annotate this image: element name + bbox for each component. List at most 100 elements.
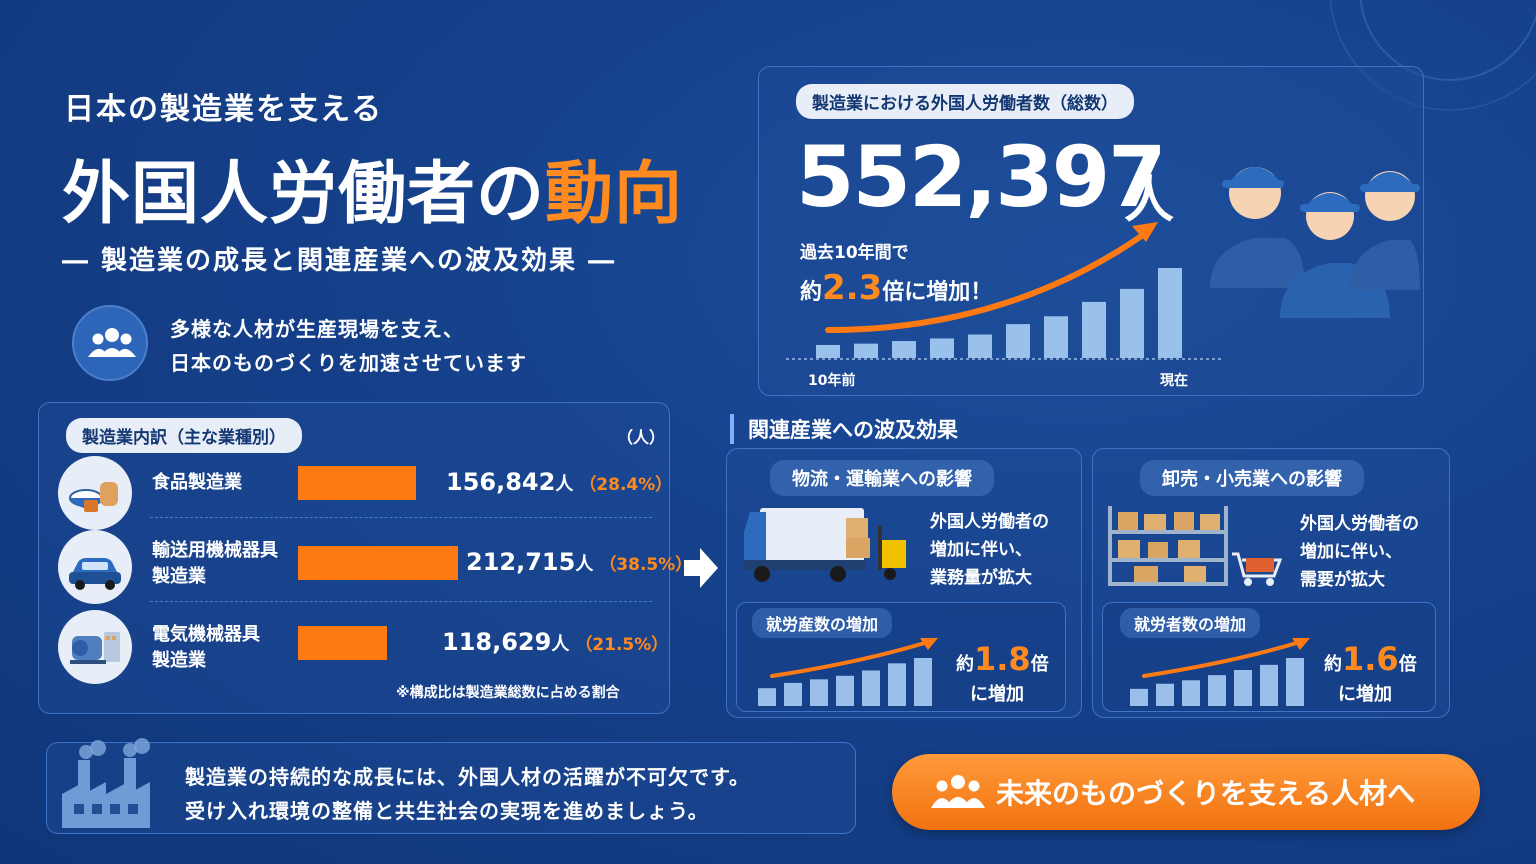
right-arrow-icon bbox=[684, 548, 718, 588]
breakdown-value-1-unit: 人 bbox=[555, 474, 574, 495]
header-subtitle: 日本の製造業を支える bbox=[64, 92, 384, 127]
retail-title: 卸売・小売業への影響 bbox=[1140, 460, 1364, 496]
breakdown-value-1-number: 156,842 bbox=[446, 468, 556, 496]
title-main: 外国人労働者の bbox=[62, 155, 546, 234]
retail-line2: に増加 bbox=[1338, 684, 1392, 705]
logistics-prefix: 約 bbox=[956, 654, 974, 675]
breakdown-value-2-number: 212,715 bbox=[466, 548, 576, 576]
breakdown-bar-3 bbox=[298, 626, 388, 660]
growth-line-1: 過去10年間で bbox=[800, 243, 909, 263]
motor-icon bbox=[58, 610, 132, 684]
logistics-value: 1.8 bbox=[974, 640, 1031, 678]
breakdown-label: 製造業内訳（主な業種別） bbox=[66, 418, 302, 453]
total-bar bbox=[1120, 288, 1144, 358]
logistics-multiplier: 約1.8倍 bbox=[956, 640, 1049, 678]
breakdown-value-1-pct: （28.4%） bbox=[579, 475, 673, 495]
total-bar bbox=[1044, 316, 1068, 358]
retail-chart-bar bbox=[1130, 688, 1148, 706]
breakdown-bar-1 bbox=[298, 466, 416, 500]
breakdown-divider bbox=[150, 517, 652, 518]
total-bar bbox=[892, 341, 916, 358]
retail-sub-label: 就労者数の増加 bbox=[1120, 608, 1261, 638]
logistics-chart-arrow-line bbox=[770, 640, 930, 678]
retail-prefix: 約 bbox=[1324, 654, 1342, 675]
logistics-chart-arrow-head bbox=[920, 638, 938, 650]
retail-chart-bar bbox=[1156, 683, 1174, 706]
breakdown-label-3-line1: 電気機械器具 bbox=[152, 624, 260, 645]
breakdown-label-1-line1: 食品製造業 bbox=[152, 472, 242, 493]
breakdown-label-3: 電気機械器具 製造業 bbox=[152, 622, 260, 674]
breakdown-value-2: 212,715人 （38.5%） bbox=[466, 548, 692, 576]
logistics-sub-label: 就労産数の増加 bbox=[752, 608, 893, 638]
growth-value: 2.3 bbox=[822, 268, 883, 308]
total-bar bbox=[1158, 268, 1182, 358]
breakdown-unit: （人） bbox=[617, 428, 666, 447]
axis-start-label: 10年前 bbox=[808, 373, 856, 389]
logistics-text-1: 外国人労働者の bbox=[930, 512, 1049, 532]
retail-chart-bar bbox=[1182, 680, 1200, 706]
footer-line-2: 受け入れ環境の整備と共生社会の実現を進めましょう。 bbox=[185, 799, 709, 823]
breakdown-label-3-line2: 製造業 bbox=[152, 650, 206, 671]
breakdown-note: ※構成比は製造業総数に占める割合 bbox=[396, 685, 620, 701]
retail-chart-arrow-head bbox=[1292, 638, 1310, 650]
retail-chart-bar bbox=[1234, 670, 1252, 706]
workers-illustration bbox=[1210, 167, 1420, 318]
logistics-chart-bar bbox=[810, 679, 828, 706]
decorative-rings bbox=[1329, 0, 1536, 111]
logistics-line2: に増加 bbox=[970, 684, 1024, 705]
total-bar bbox=[1006, 324, 1030, 358]
breakdown-label-2: 輸送用機械器具 製造業 bbox=[152, 538, 278, 590]
logistics-suffix: 倍 bbox=[1030, 654, 1049, 675]
breakdown-value-3-unit: 人 bbox=[551, 634, 570, 655]
retail-text-1: 外国人労働者の bbox=[1300, 514, 1419, 534]
factory-icon bbox=[62, 738, 150, 828]
logistics-chart-bar bbox=[862, 670, 880, 706]
truck-icon bbox=[744, 508, 906, 582]
retail-text: 外国人労働者の 増加に伴い、 需要が拡大 bbox=[1300, 510, 1419, 594]
cta-label: 未来のものづくりを支える人材へ bbox=[996, 777, 1416, 810]
page-title: 外国人労働者の動向 bbox=[62, 138, 683, 237]
retail-text-3: 需要が拡大 bbox=[1300, 570, 1385, 590]
total-unit: 人 bbox=[1124, 171, 1174, 229]
retail-value: 1.6 bbox=[1342, 640, 1399, 678]
breakdown-value-2-unit: 人 bbox=[575, 554, 594, 575]
breakdown-value-2-pct: （38.5%） bbox=[599, 555, 693, 575]
breakdown-bar-2 bbox=[298, 546, 458, 580]
breakdown-divider bbox=[150, 601, 652, 602]
retail-chart-bar bbox=[1260, 664, 1278, 706]
logistics-chart bbox=[758, 638, 938, 706]
logistics-chart-bar bbox=[758, 688, 776, 706]
total-bar bbox=[816, 344, 840, 358]
breakdown-value-1: 156,842人 （28.4%） bbox=[446, 468, 672, 496]
axis-end-label: 現在 bbox=[1160, 373, 1188, 389]
footer-line-1: 製造業の持続的な成長には、外国人材の活躍が不可欠です。 bbox=[185, 765, 750, 789]
footer-message: 製造業の持続的な成長には、外国人材の活躍が不可欠です。 受け入れ環境の整備と共生… bbox=[185, 760, 750, 828]
breakdown-value-3: 118,629人 （21.5%） bbox=[442, 628, 668, 656]
breakdown-label-2-line2: 製造業 bbox=[152, 566, 206, 587]
growth-suffix: 倍に増加！ bbox=[882, 280, 993, 305]
logistics-chart-bar bbox=[836, 675, 854, 706]
intro-text: 多様な人材が生産現場を支え、 日本のものづくりを加速させています bbox=[170, 312, 527, 380]
total-number: 552,397 bbox=[796, 128, 1167, 226]
retail-suffix: 倍 bbox=[1398, 654, 1417, 675]
title-accent: 動向 bbox=[545, 155, 684, 234]
cta-button[interactable]: 未来のものづくりを支える人材へ bbox=[892, 754, 1480, 830]
total-bar bbox=[1082, 301, 1106, 358]
growth-prefix: 約 bbox=[800, 280, 823, 305]
breakdown-label-1: 食品製造業 bbox=[152, 470, 242, 496]
logistics-chart-bar bbox=[784, 682, 802, 706]
food-icon bbox=[58, 456, 132, 530]
retail-chart-bar bbox=[1208, 675, 1226, 706]
footer-panel bbox=[46, 742, 856, 834]
breakdown-value-3-pct: （21.5%） bbox=[575, 635, 669, 655]
total-label: 製造業における外国人労働者数（総数） bbox=[796, 84, 1134, 119]
car-icon bbox=[58, 530, 132, 604]
logistics-chart-bar bbox=[888, 663, 906, 706]
retail-multiplier: 約1.6倍 bbox=[1324, 640, 1417, 678]
people-icon bbox=[72, 305, 148, 381]
breakdown-value-3-number: 118,629 bbox=[442, 628, 552, 656]
warehouse-shelf-icon bbox=[1108, 506, 1283, 586]
retail-chart-arrow-line bbox=[1142, 640, 1302, 678]
growth-line-2: 約2.3倍に増加！ bbox=[800, 268, 992, 308]
retail-text-2: 増加に伴い、 bbox=[1300, 542, 1402, 562]
